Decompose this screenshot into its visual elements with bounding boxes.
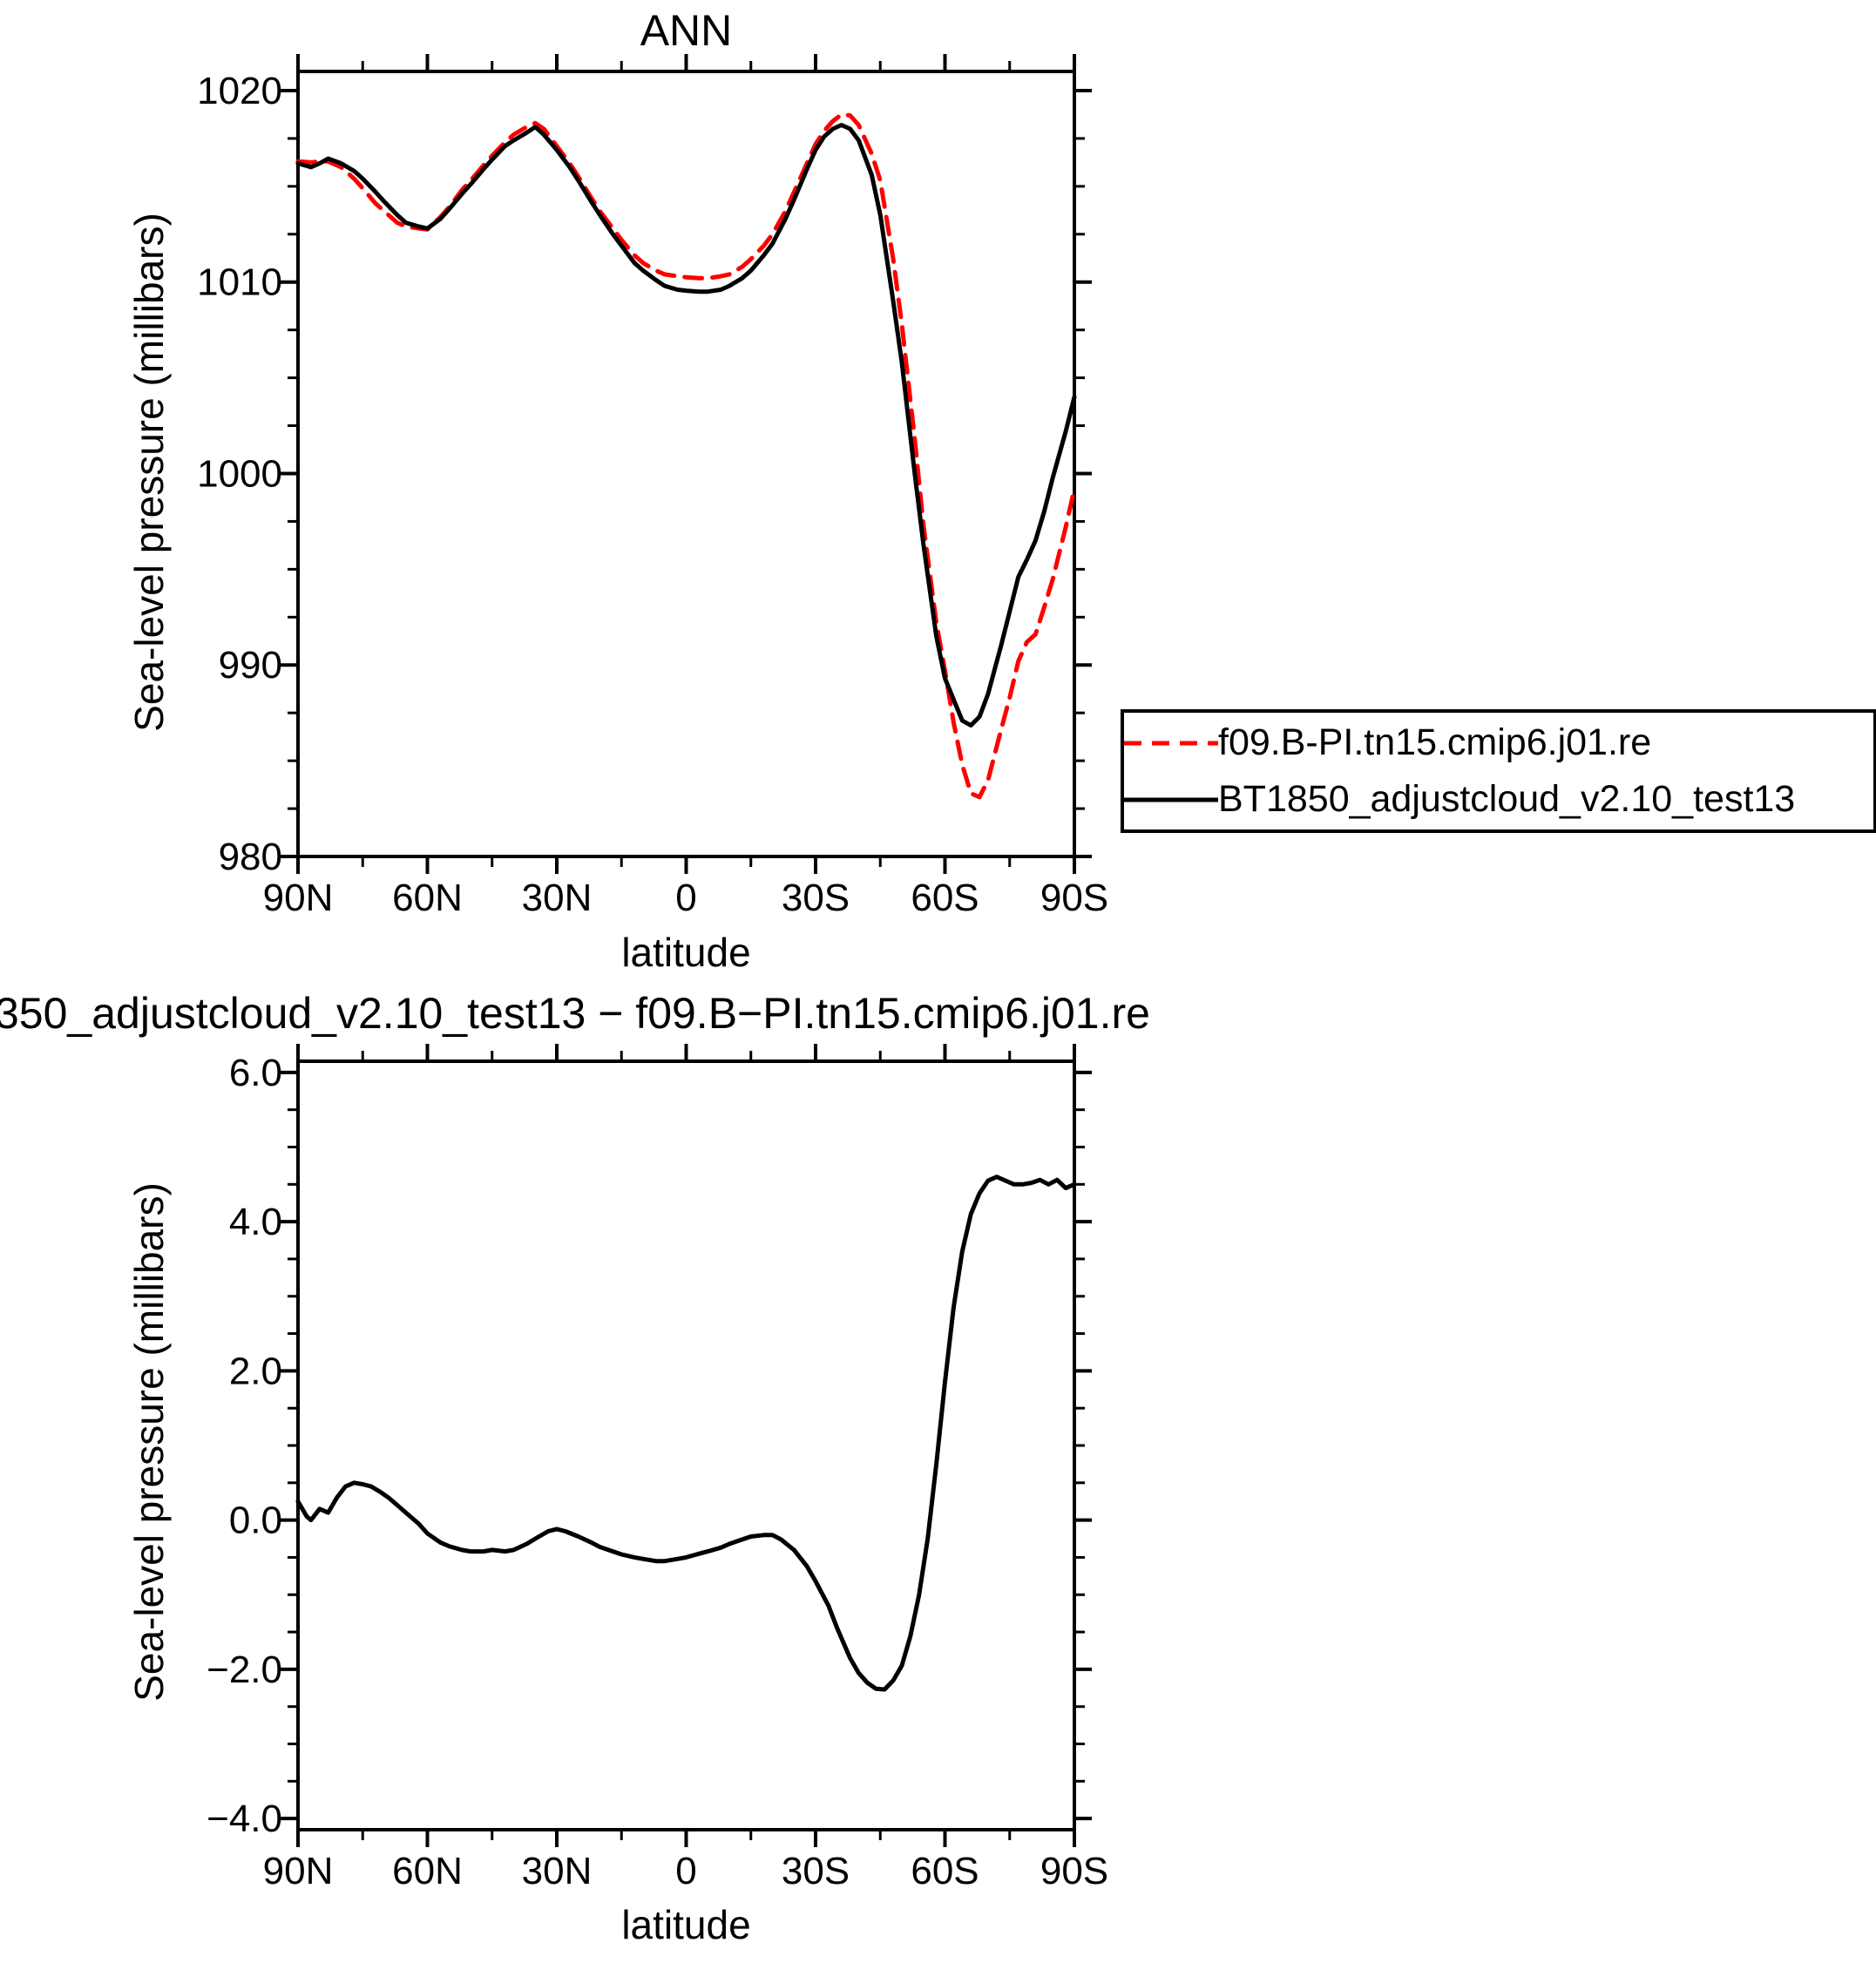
x-tick-label: 0 [675,1850,696,1892]
top-chart-title: ANN [640,6,733,55]
difference-chart: 90N 60N 30N 0 30S 60S 90S −4.0 −2.0 0.0 2.0 4.0 6.0 [207,1044,1108,1892]
y-tick-label: 2.0 [229,1350,282,1392]
legend-entry-bt1850: BT1850_adjustcloud_v2.10_test13 [1124,774,1873,826]
y-tick-label: −4.0 [207,1797,282,1840]
y-tick-label: 4.0 [229,1201,282,1243]
x-tick-label: 60S [911,877,979,919]
plot-frame [296,70,1076,858]
legend-label-bt1850: BT1850_adjustcloud_v2.10_test13 [1218,778,1796,820]
legend-entry-f09: f09.B-PI.tn15.cmip6.j01.re [1124,717,1873,769]
series-line [295,112,1077,800]
bottom-chart-x-axis-label: latitude [621,1902,751,1947]
x-tick-label: 60S [911,1850,979,1892]
top-chart-x-axis-label: latitude [621,930,751,975]
bottom-chart-title: 350_adjustcloud_v2.10_test13 − f09.B−PI.… [0,989,1150,1038]
ann-slp-chart: 90N 60N 30N 0 30S 60S 90S 980 990 1000 1010 1020 [197,54,1108,919]
x-tick-label: 90N [263,1850,334,1892]
top-chart-y-axis-label: Sea-level pressure (millibars) [126,213,172,732]
x-tick-label: 90S [1040,877,1108,919]
y-tick-label: 1010 [197,261,282,304]
y-tick-label: −2.0 [207,1648,282,1691]
series-line [295,123,1077,728]
legend-label-f09: f09.B-PI.tn15.cmip6.j01.re [1218,721,1652,763]
x-tick-label: 60N [392,1850,463,1892]
x-tick-label: 30N [522,877,593,919]
y-tick-label: 0.0 [229,1500,282,1542]
black-solid-line-sample [1124,797,1218,802]
x-tick-label: 90N [263,877,334,919]
x-tick-label: 0 [675,877,696,919]
x-tick-label: 30S [782,1850,850,1892]
legend-box: f09.B-PI.tn15.cmip6.j01.re BT1850_adjust… [1121,709,1876,833]
tick-marks [281,54,1092,874]
bottom-chart-y-axis-label: Sea-level pressure (millibars) [126,1182,172,1702]
red-dashed-line-sample [1124,741,1218,745]
x-tick-label: 30N [522,1850,593,1892]
tick-marks [281,1044,1092,1847]
x-tick-label: 30S [782,877,850,919]
x-tick-label: 60N [392,877,463,919]
series-line [295,1175,1077,1692]
y-tick-label: 1020 [197,70,282,112]
plot-frame [296,1059,1076,1831]
x-tick-label: 90S [1040,1850,1108,1892]
y-tick-label: 980 [219,836,282,878]
y-tick-label: 6.0 [229,1052,282,1094]
y-tick-label: 1000 [197,452,282,495]
y-tick-label: 990 [219,644,282,687]
